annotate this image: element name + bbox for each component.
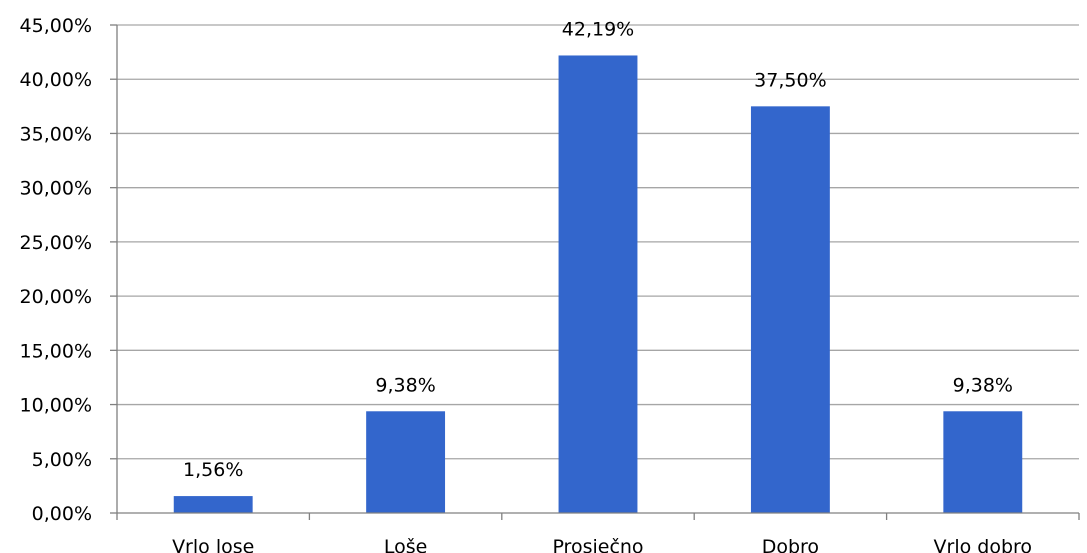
x-tick-label: Vrlo dobro	[934, 536, 1033, 553]
x-tick-label: Vrlo lose	[172, 536, 254, 553]
data-label: 37,50%	[754, 69, 826, 91]
x-axis-tick-labels: Vrlo lose Loše Prosječno Dobro Vrlo dobro	[172, 536, 1032, 553]
bar	[750, 106, 830, 513]
bar	[173, 496, 253, 513]
axes	[110, 24, 1080, 520]
y-tick-label: 15,00%	[20, 340, 92, 362]
x-tick-label: Prosječno	[552, 536, 643, 553]
y-tick-label: 35,00%	[20, 123, 92, 145]
bars	[173, 55, 1023, 513]
bar	[558, 55, 638, 513]
x-tick-label: Loše	[384, 536, 427, 553]
y-tick-label: 5,00%	[32, 449, 92, 471]
bar	[366, 411, 446, 513]
y-tick-label: 0,00%	[32, 503, 92, 525]
y-tick-label: 30,00%	[20, 178, 92, 200]
data-label: 42,19%	[562, 18, 634, 40]
y-tick-label: 25,00%	[20, 232, 92, 254]
y-axis-tick-labels: 0,00% 5,00% 10,00% 15,00% 20,00% 25,00% 30,00%…	[20, 15, 92, 525]
bar	[943, 411, 1023, 513]
data-label: 9,38%	[953, 374, 1013, 396]
y-tick-label: 20,00%	[20, 286, 92, 308]
data-label: 9,38%	[375, 374, 435, 396]
data-labels: 1,56% 9,38% 42,19% 37,50% 9,38%	[183, 18, 1013, 481]
x-tick-label: Dobro	[762, 536, 819, 553]
data-label: 1,56%	[183, 459, 243, 481]
y-tick-label: 40,00%	[20, 69, 92, 91]
y-tick-label: 45,00%	[20, 15, 92, 37]
y-tick-label: 10,00%	[20, 395, 92, 417]
